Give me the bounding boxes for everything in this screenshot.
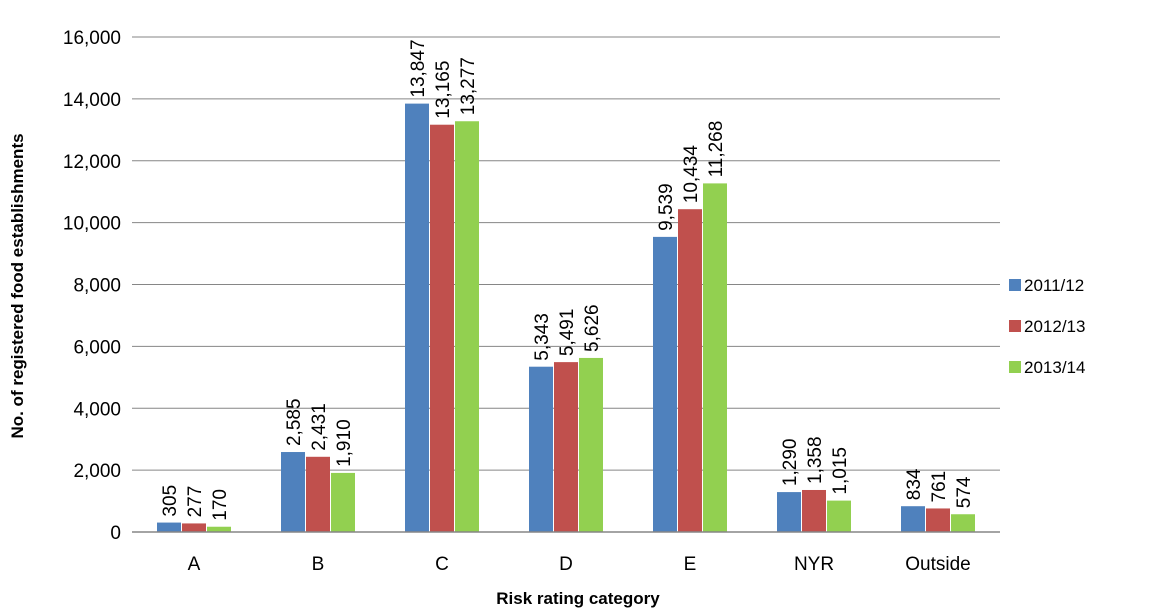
legend-swatch	[1009, 361, 1021, 373]
data-label: 170	[210, 489, 231, 521]
bar	[207, 526, 231, 532]
bar	[281, 452, 305, 532]
bar	[455, 121, 479, 533]
data-label: 1,290	[780, 439, 801, 487]
y-axis-title: No. of registered food establishments	[8, 133, 27, 438]
bar	[951, 514, 975, 532]
bar	[182, 523, 206, 532]
bar	[331, 472, 355, 532]
y-axis-ticks: 0 2,000 4,000 6,000 8,000 10,000 12,000 14,000 1…	[63, 28, 121, 544]
y-tick-label: 6,000	[73, 337, 121, 358]
legend-swatch	[1009, 320, 1021, 332]
data-label: 2,431	[309, 403, 330, 451]
data-label: 574	[954, 476, 975, 508]
bar	[554, 362, 578, 532]
bar	[405, 103, 429, 533]
bar	[703, 183, 727, 533]
bar	[306, 456, 330, 532]
x-axis-ticks: A B C D E NYR Outside	[188, 554, 971, 575]
legend-label: 2012/13	[1024, 317, 1085, 336]
bar	[926, 508, 950, 532]
data-label: 1,358	[805, 436, 826, 484]
y-tick-label: 4,000	[73, 399, 121, 420]
x-tick-label: Outside	[905, 554, 970, 575]
x-tick-label: A	[188, 554, 201, 575]
x-tick-label: B	[312, 554, 325, 575]
bar	[777, 492, 801, 532]
bar	[529, 366, 553, 532]
bar	[430, 124, 454, 532]
bar	[653, 236, 677, 532]
y-tick-label: 2,000	[73, 461, 121, 482]
y-tick-label: 12,000	[63, 152, 121, 173]
x-tick-label: E	[684, 554, 697, 575]
legend-label: 2011/12	[1024, 276, 1084, 295]
data-label: 11,268	[706, 121, 727, 178]
bar	[802, 489, 826, 532]
legend-label: 2013/14	[1024, 358, 1085, 377]
legend-swatch	[1009, 279, 1021, 291]
legend: 2011/12 2012/13 2013/14	[1009, 276, 1085, 377]
x-tick-label: D	[559, 554, 573, 575]
x-tick-label: NYR	[794, 554, 834, 575]
y-tick-label: 14,000	[63, 90, 121, 111]
data-label: 13,847	[408, 39, 429, 97]
data-label: 761	[929, 471, 950, 503]
bar	[827, 500, 851, 532]
x-tick-label: C	[435, 554, 449, 575]
data-label: 5,343	[532, 313, 553, 361]
bar	[901, 506, 925, 532]
y-tick-label: 0	[110, 523, 121, 544]
bar	[157, 522, 181, 532]
data-label: 5,626	[582, 304, 603, 352]
data-label: 13,277	[458, 57, 479, 115]
data-labels: 305 277 170 2,585 2,431 1,910 13,847 13,165 13,2…	[160, 39, 975, 520]
data-label: 9,539	[656, 183, 677, 231]
data-label: 305	[160, 485, 181, 517]
x-axis-title: Risk rating category	[496, 589, 660, 608]
data-label: 1,015	[830, 447, 851, 495]
bar	[579, 357, 603, 532]
data-label: 5,491	[557, 309, 578, 357]
y-tick-label: 16,000	[63, 28, 121, 49]
y-tick-label: 8,000	[73, 276, 121, 297]
data-label: 834	[904, 468, 925, 500]
gridlines	[132, 36, 1000, 471]
data-label: 2,585	[284, 398, 305, 446]
data-label: 277	[185, 486, 206, 518]
y-tick-label: 10,000	[63, 214, 121, 235]
bar	[678, 209, 702, 532]
bars	[157, 103, 975, 533]
data-label: 13,165	[433, 61, 454, 119]
data-label: 1,910	[334, 419, 355, 467]
data-label: 10,434	[681, 145, 702, 204]
